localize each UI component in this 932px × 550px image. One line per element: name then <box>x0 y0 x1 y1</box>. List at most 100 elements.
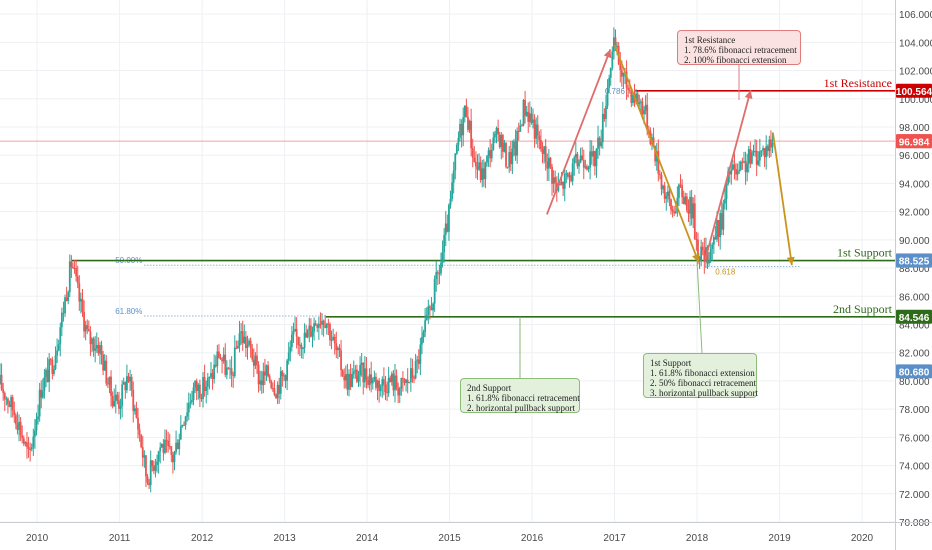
candle-body <box>552 177 555 184</box>
candle-body <box>187 403 190 413</box>
projection-arrow <box>546 49 612 215</box>
candle-body <box>319 323 322 325</box>
candle-body <box>376 380 379 388</box>
candle-body <box>505 142 507 167</box>
candle-body <box>202 377 204 399</box>
candle-body <box>65 297 68 301</box>
candle-body <box>241 331 244 344</box>
candle-body <box>568 175 571 177</box>
candle-body <box>143 455 146 458</box>
candle-body <box>102 354 105 371</box>
candle-body <box>119 406 122 409</box>
candle-body <box>213 364 216 379</box>
candle-body <box>287 352 290 361</box>
candle-body <box>371 379 374 384</box>
candle-body <box>322 320 325 325</box>
candle-body <box>384 384 387 393</box>
x-tick-label: 2018 <box>686 533 709 544</box>
candle-body <box>708 259 710 264</box>
candle-body <box>311 331 314 337</box>
candle-body <box>344 374 347 381</box>
candle-body <box>379 385 382 392</box>
candle-body <box>571 163 574 182</box>
candle-body <box>432 303 434 311</box>
candle-body <box>235 347 238 349</box>
candle-body <box>519 125 522 132</box>
candle-body <box>758 151 761 161</box>
level-price-badge <box>896 309 932 324</box>
candle-body <box>487 150 490 157</box>
candle-body <box>738 169 741 172</box>
candle-body <box>70 261 73 268</box>
candle-body <box>601 113 604 143</box>
candle-body <box>462 117 465 136</box>
y-tick-label: 90.000 <box>899 236 930 247</box>
candle-body <box>100 345 103 355</box>
y-tick-label: 86.000 <box>899 292 930 303</box>
candle-body <box>200 398 203 400</box>
candle-body <box>500 134 503 148</box>
candle-body <box>687 210 690 214</box>
candle-body <box>463 105 466 118</box>
candle-body <box>29 448 32 450</box>
candle-body <box>514 141 517 156</box>
candle-body <box>210 373 212 377</box>
candle-body <box>137 417 139 430</box>
candle-body <box>21 435 24 439</box>
y-tick-label: 92.000 <box>899 208 930 219</box>
candle-body <box>757 160 760 165</box>
candle-body <box>360 362 363 365</box>
candle-body <box>589 151 592 168</box>
candle-body <box>279 371 282 394</box>
candle-body <box>541 149 544 155</box>
x-axis[interactable]: 2010 2011 2012 2013 2014 2015 2016 2017 2018 2019… <box>0 522 932 545</box>
candle-body <box>206 377 209 387</box>
candle-body <box>666 191 669 196</box>
candle-body <box>389 377 392 382</box>
candle-body <box>281 371 284 376</box>
candle-body <box>562 181 565 189</box>
candle-body <box>346 374 349 390</box>
candle-body <box>138 429 141 435</box>
candle-body <box>18 421 20 430</box>
x-tick-label: 2011 <box>109 533 131 544</box>
support2-callout-line: 1. 61.8% fibonacci retracement <box>467 393 580 403</box>
candle-body <box>373 376 376 380</box>
candle-body <box>495 127 498 134</box>
candle-body <box>725 183 728 200</box>
candle-body <box>517 131 520 133</box>
candle-body <box>87 329 90 332</box>
candle-body <box>233 347 236 376</box>
candle-body <box>62 312 65 314</box>
level-label: 1st Resistance <box>824 76 892 90</box>
candle-body <box>408 382 411 384</box>
candle-body <box>755 150 758 165</box>
candle-body <box>763 148 766 158</box>
candle-body <box>178 439 181 450</box>
candle-body <box>659 173 661 175</box>
candle-body <box>746 163 749 173</box>
candle-body <box>224 354 227 375</box>
candle-body <box>468 120 471 130</box>
candle-body <box>151 460 154 467</box>
candle-body <box>678 184 680 198</box>
candle-body <box>43 377 46 391</box>
candle-body <box>2 389 5 393</box>
candle-body <box>51 359 54 374</box>
candle-body <box>363 368 366 383</box>
candle-body <box>608 77 611 88</box>
candle-body <box>203 377 206 391</box>
candle-body <box>736 171 739 175</box>
support1-callout-line: 2. 50% fibonacci retracement <box>650 378 756 388</box>
candle-body <box>352 371 355 375</box>
candle-body <box>313 323 315 332</box>
candle-body <box>314 323 317 326</box>
candle-body <box>232 374 235 376</box>
candle-body <box>275 394 277 399</box>
y-axis[interactable]: 106.000 104.000 102.000 100.000 98.000 96.000… <box>895 0 932 550</box>
candle-body <box>671 209 674 212</box>
candle-body <box>720 213 723 230</box>
candle-body <box>259 380 262 385</box>
candle-body <box>246 344 249 349</box>
